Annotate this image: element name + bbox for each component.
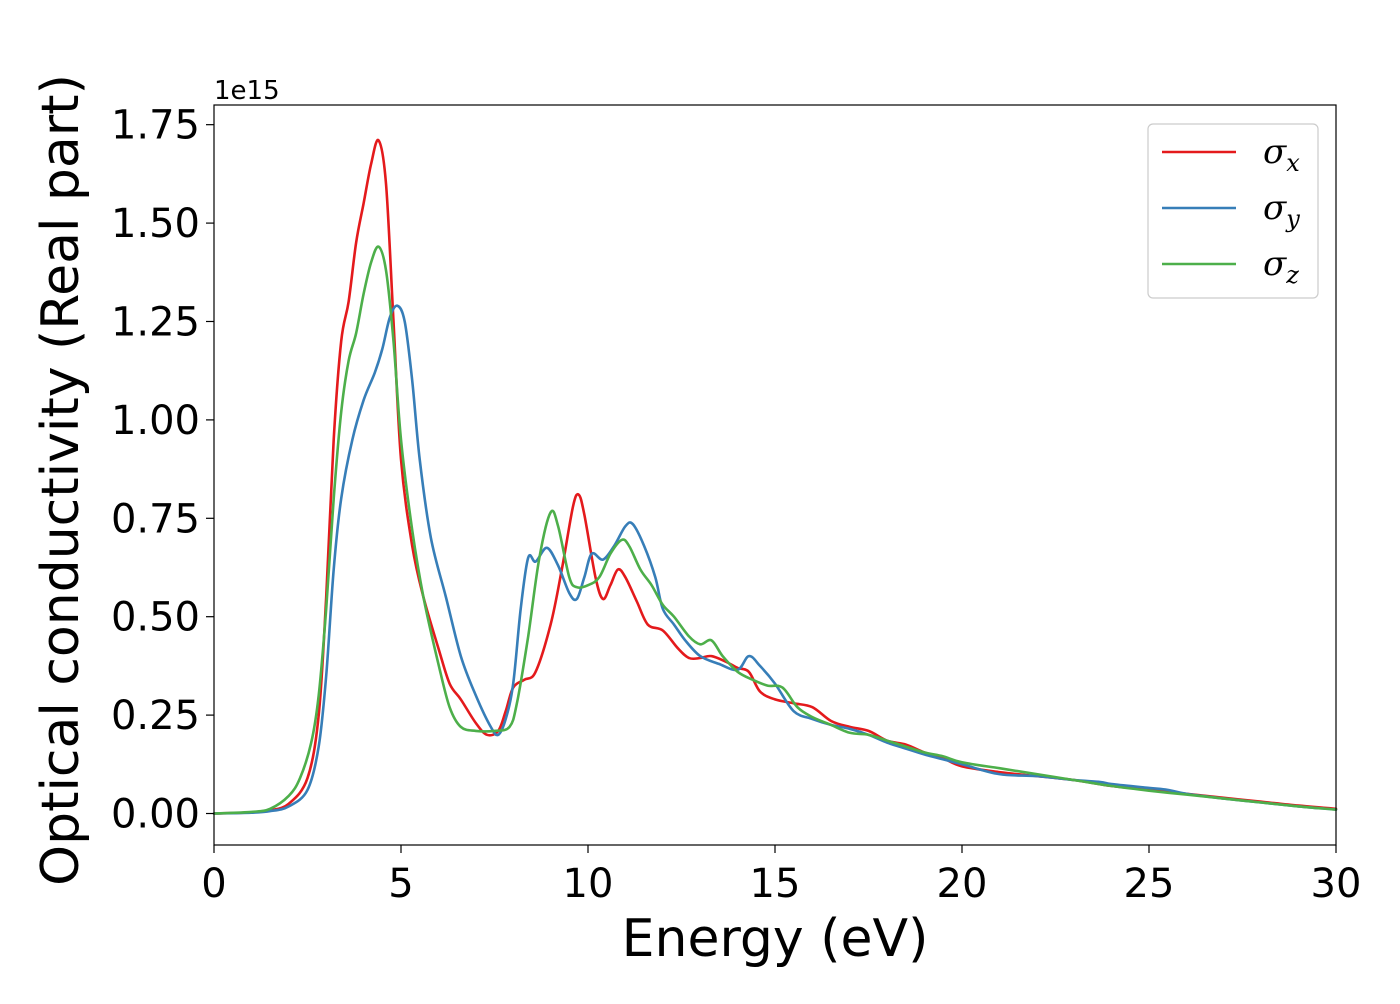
y-tick-label: 1.00 <box>111 398 200 444</box>
x-tick-label: 5 <box>388 861 413 907</box>
legend-symbol: σ <box>1263 132 1287 172</box>
x-axis-label: Energy (eV) <box>622 909 929 969</box>
y-offset-label: 1e15 <box>214 76 280 106</box>
legend-symbol: σ <box>1263 244 1287 284</box>
legend-label-z: σz <box>1263 244 1299 289</box>
x-tick-label: 10 <box>563 861 614 907</box>
series-line-z <box>212 245 1338 815</box>
y-tick-label: 0.00 <box>111 792 200 838</box>
y-tick-label: 1.25 <box>111 299 200 345</box>
x-tick-label: 15 <box>750 861 801 907</box>
legend-subscript: x <box>1286 149 1300 177</box>
x-tick-label: 30 <box>1311 861 1362 907</box>
y-tick-label: 0.75 <box>111 496 200 542</box>
x-tick-label: 20 <box>937 861 988 907</box>
legend-box <box>1147 123 1319 299</box>
y-tick-label: 1.75 <box>111 103 200 149</box>
legend-subscript: z <box>1285 261 1299 289</box>
legend-label-x: σx <box>1263 132 1300 177</box>
y-axis-label: Optical conductivity (Real part) <box>31 74 91 886</box>
y-tick-label: 0.25 <box>111 693 200 739</box>
series-layer <box>212 138 1338 815</box>
legend-subscript: y <box>1285 205 1300 233</box>
legend-symbol: σ <box>1263 188 1287 228</box>
series-line-y <box>212 304 1338 815</box>
legend-label-y: σy <box>1263 188 1300 233</box>
y-tick-label: 0.50 <box>111 595 200 641</box>
x-axis: 0 5 10 15 20 25 30 <box>201 845 1361 907</box>
y-axis: 0.00 0.25 0.50 0.75 1.00 1.25 1.50 1.75 <box>111 103 214 838</box>
x-tick-label: 0 <box>201 861 226 907</box>
y-tick-label: 1.50 <box>111 201 200 247</box>
x-tick-label: 25 <box>1124 861 1175 907</box>
